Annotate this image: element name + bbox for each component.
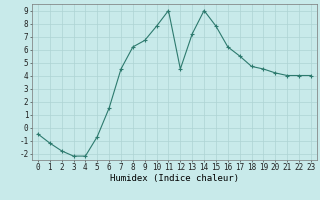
X-axis label: Humidex (Indice chaleur): Humidex (Indice chaleur): [110, 174, 239, 183]
